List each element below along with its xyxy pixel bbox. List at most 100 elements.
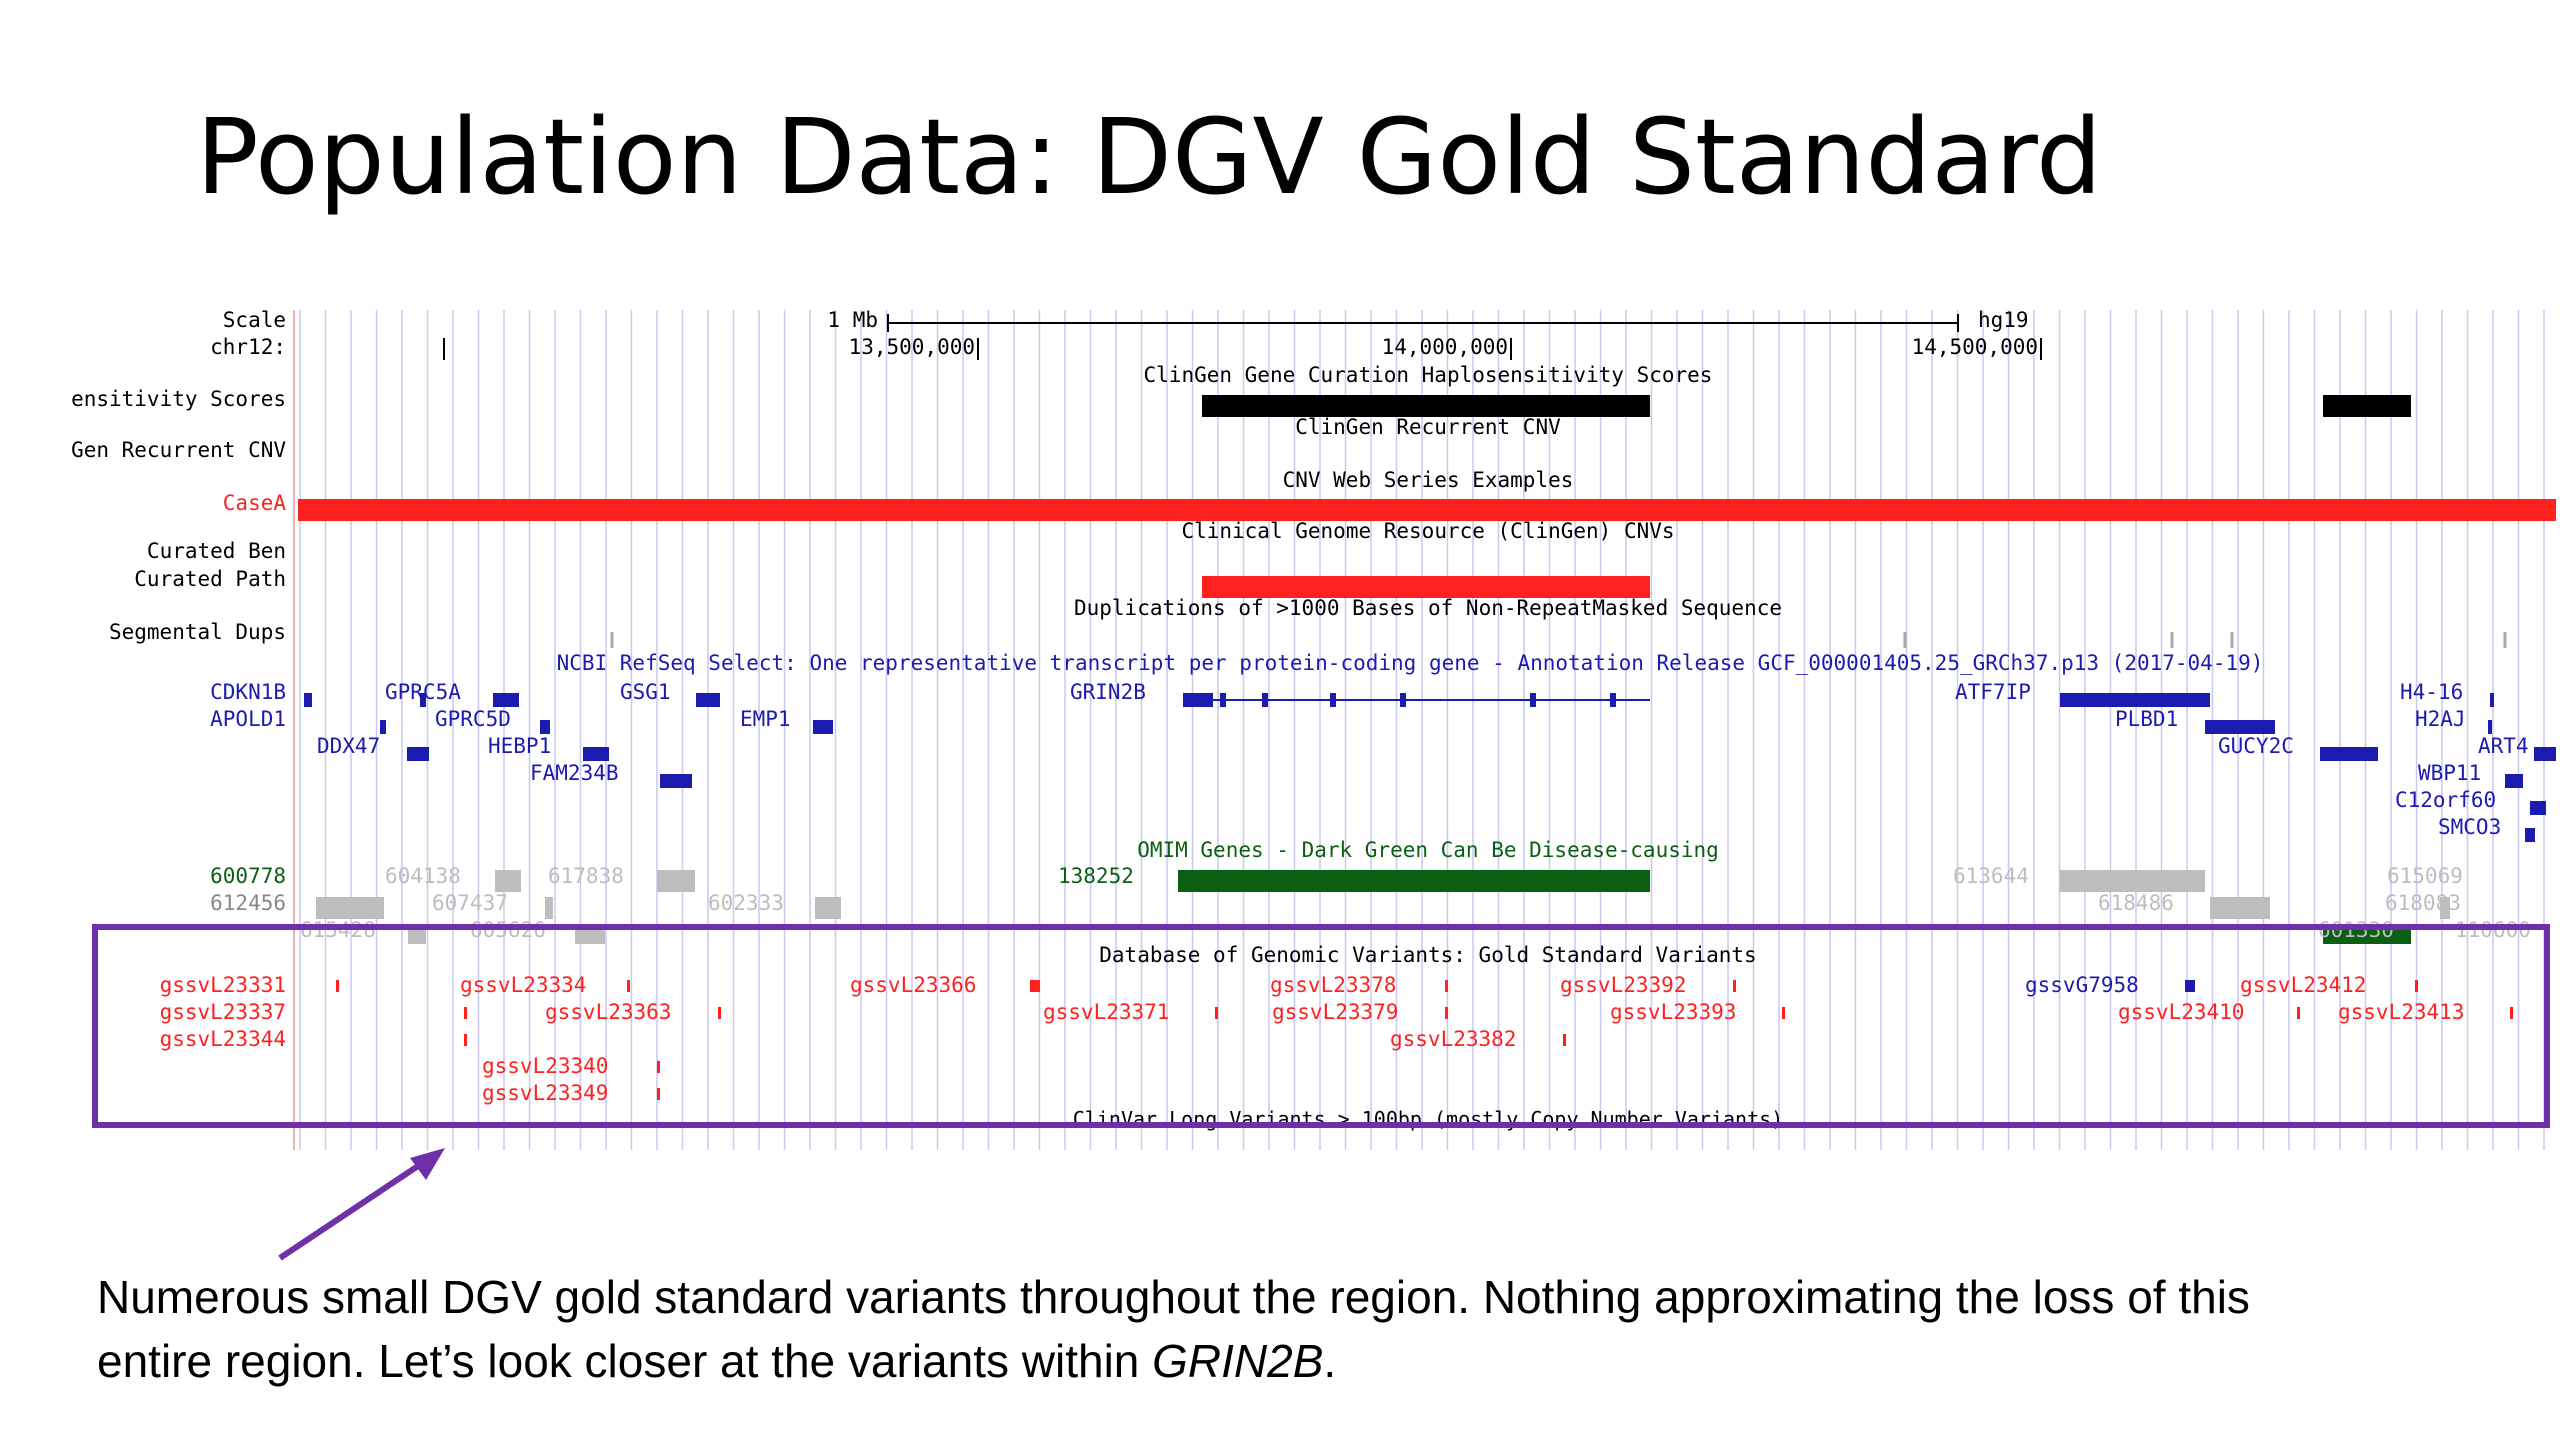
caption-gene: GRIN2B xyxy=(1152,1335,1324,1387)
browser-text-layer: Scale chr12: ensitivity Scores Gen Recurren… xyxy=(71,310,2531,1131)
grin2b-exon xyxy=(1330,693,1336,707)
gene-label-emp1: EMP1 xyxy=(740,707,791,731)
gene-glyph xyxy=(813,720,833,734)
dgv-variant-mark xyxy=(627,980,630,992)
gene-glyph xyxy=(2320,747,2378,761)
grin2b-exon xyxy=(1610,693,1616,707)
gene-glyph xyxy=(2488,720,2492,734)
dgv-variant-mark xyxy=(1030,980,1040,992)
left-label-casea: CaseA xyxy=(223,491,287,515)
gene-glyph xyxy=(660,774,692,788)
gene-label-h4-16: H4-16 xyxy=(2400,680,2463,704)
gene-glyph xyxy=(2490,693,2494,707)
track-title-dgv: Database of Genomic Variants: Gold Stand… xyxy=(1099,943,1756,967)
dgv-variant-mark xyxy=(657,1088,660,1100)
omim-gray-box xyxy=(657,870,695,892)
dgv-variant-mark xyxy=(2510,1007,2513,1019)
left-label-apold1: APOLD1 xyxy=(210,707,286,731)
slide-caption: Numerous small DGV gold standard variant… xyxy=(97,1265,2537,1393)
casea-bar xyxy=(298,499,2556,521)
dgv-variant-mark xyxy=(1445,980,1448,992)
gene-glyph xyxy=(380,720,386,734)
grin2b-exon xyxy=(1400,693,1406,707)
haplo-bar-grin2b xyxy=(1202,395,1650,417)
omim-id-618486: 618486 xyxy=(2098,891,2174,915)
omim-gray-box xyxy=(2440,897,2450,919)
ruler-label: 14,000,000 xyxy=(1382,335,1508,359)
omim-id-607437: 607437 xyxy=(432,891,508,915)
gene-glyph xyxy=(2534,747,2556,761)
left-label-omim1: 600778 xyxy=(210,864,286,888)
left-label-chr: chr12: xyxy=(210,335,286,359)
dgv-variant-gssvl23382: gssvL23382 xyxy=(1390,1027,1516,1051)
omim-id-604138: 604138 xyxy=(385,864,461,888)
left-label-curated-path: Curated Path xyxy=(134,567,286,591)
track-title-refseq: NCBI RefSeq Select: One representative t… xyxy=(557,651,2264,675)
caption-line-2-text: entire region. Let’s look closer at the … xyxy=(97,1335,1153,1387)
gene-glyph xyxy=(696,693,720,707)
omim-id-618083: 618083 xyxy=(2385,891,2461,915)
dgv-variant-gssvl23378: gssvL23378 xyxy=(1270,973,1396,997)
gene-glyph xyxy=(2505,774,2523,788)
dgv-variant-mark xyxy=(464,1034,467,1046)
browser-gridlines xyxy=(293,310,2545,1150)
dgv-variant-mark xyxy=(2185,980,2195,992)
gene-glyph xyxy=(540,720,550,734)
left-label-omim2: 612456 xyxy=(210,891,286,915)
gene-label-fam234b: FAM234B xyxy=(530,761,619,785)
gene-label-atf7ip: ATF7IP xyxy=(1955,680,2031,704)
omim-id-617838: 617838 xyxy=(548,864,624,888)
omim-id-613644: 613644 xyxy=(1953,864,2029,888)
dgv-variant-gssvl23371: gssvL23371 xyxy=(1043,1000,1169,1024)
gene-glyph xyxy=(304,693,312,707)
left-label-haplo: ensitivity Scores xyxy=(71,387,286,411)
track-title-omim: OMIM Genes - Dark Green Can Be Disease-c… xyxy=(1137,838,1719,862)
dgv-variant-mark xyxy=(1733,980,1736,992)
gene-label-smco3: SMCO3 xyxy=(2438,815,2501,839)
gene-glyph xyxy=(420,693,426,707)
track-title-cnv-web: CNV Web Series Examples xyxy=(1283,468,1574,492)
annotation-arrow xyxy=(278,1148,445,1261)
browser-feature-shapes xyxy=(298,314,2556,1100)
omim-bar-right xyxy=(2323,930,2411,944)
gene-label-gucy2c: GUCY2C xyxy=(2218,734,2294,758)
gene-label-ddx47: DDX47 xyxy=(317,734,380,758)
gene-label-grin2b: GRIN2B xyxy=(1070,680,1146,704)
gene-label-h2aj: H2AJ xyxy=(2415,707,2466,731)
dgv-variant-gssvl23379: gssvL23379 xyxy=(1272,1000,1398,1024)
curated-path-bar xyxy=(1202,576,1650,598)
omim-gray-box xyxy=(575,930,605,944)
dgv-variant-gssvl23393: gssvL23393 xyxy=(1610,1000,1736,1024)
grin2b-exon xyxy=(1262,693,1268,707)
dgv-variant-gssvl23366: gssvL23366 xyxy=(850,973,976,997)
gene-glyph xyxy=(2060,693,2210,707)
gene-glyph xyxy=(2205,720,2275,734)
dgv-variant-gssvl23392: gssvL23392 xyxy=(1560,973,1686,997)
omim-gray-box xyxy=(408,930,426,944)
gene-glyph xyxy=(2530,801,2546,815)
dgv-variant-mark xyxy=(1782,1007,1785,1019)
omim-gray-box xyxy=(545,897,553,919)
dgv-variant-mark xyxy=(1563,1034,1566,1046)
haplo-bar-right xyxy=(2323,395,2411,417)
caption-line-1: Numerous small DGV gold standard variant… xyxy=(97,1271,2250,1323)
track-title-recurrent: ClinGen Recurrent CNV xyxy=(1295,415,1561,439)
omim-gray-box xyxy=(2060,870,2205,892)
dgv-variant-mark xyxy=(336,980,339,992)
gene-glyph xyxy=(583,747,609,761)
left-label-dgv3: gssvL23344 xyxy=(160,1027,286,1051)
ruler-label: 13,500,000 xyxy=(849,335,975,359)
gene-label-gprc5d: GPRC5D xyxy=(435,707,511,731)
dgv-variant-mark xyxy=(2297,1007,2300,1019)
left-label-cdkn1b: CDKN1B xyxy=(210,680,286,704)
omim-gray-box xyxy=(495,870,521,892)
dgv-variant-mark xyxy=(657,1061,660,1073)
omim-id-138252: 138252 xyxy=(1058,864,1134,888)
slide-title: Population Data: DGV Gold Standard xyxy=(196,96,2103,218)
scale-bar-label: 1 Mb xyxy=(827,310,878,332)
dgv-variant-gssvl23363: gssvL23363 xyxy=(545,1000,671,1024)
dgv-variant-mark xyxy=(718,1007,721,1019)
assembly-label: hg19 xyxy=(1978,310,2029,332)
gene-glyph xyxy=(2525,828,2535,842)
gene-label-art4: ART4 xyxy=(2478,734,2529,758)
